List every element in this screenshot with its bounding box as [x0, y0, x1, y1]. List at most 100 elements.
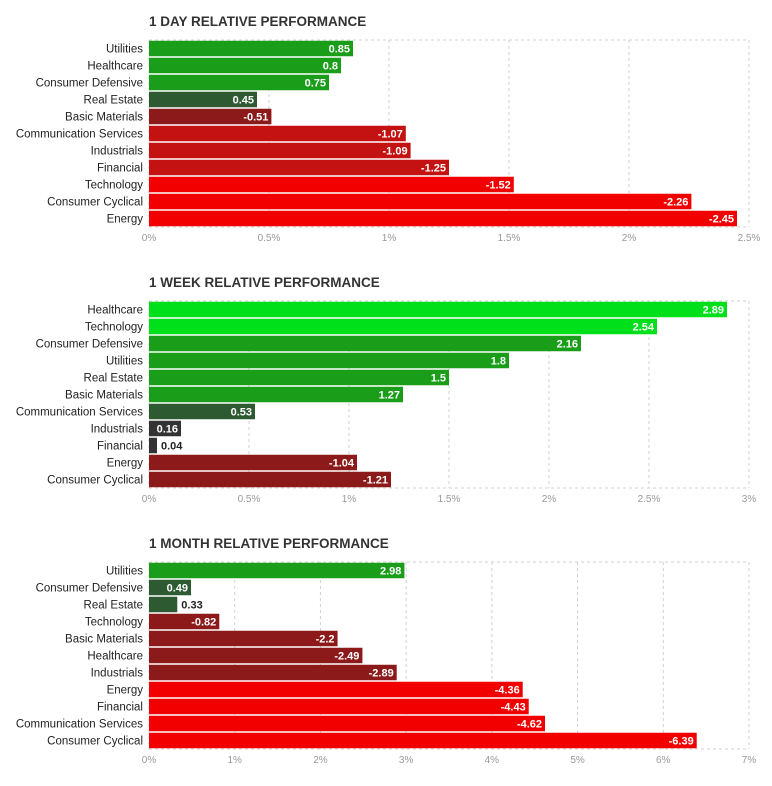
category-label: Utilities — [106, 44, 143, 56]
value-label: 0.45 — [233, 95, 254, 107]
value-label: -2.2 — [316, 634, 335, 646]
value-label: -1.25 — [421, 163, 446, 175]
value-label: 0.53 — [231, 407, 252, 419]
x-tick-label: 5% — [570, 755, 585, 766]
value-label: 2.89 — [703, 305, 724, 317]
category-label: Financial — [97, 441, 143, 453]
value-label: -0.82 — [191, 617, 216, 629]
bar — [149, 471, 391, 488]
category-label: Technology — [85, 617, 143, 629]
category-label: Industrials — [91, 424, 144, 436]
chart-title: 1 WEEK RELATIVE PERFORMANCE — [149, 275, 380, 290]
x-tick-label: 2% — [542, 494, 557, 505]
value-label: -2.89 — [369, 668, 394, 680]
bar — [149, 125, 406, 142]
x-tick-label: 1.5% — [498, 233, 521, 244]
x-tick-label: 1% — [227, 755, 242, 766]
value-label: 0.8 — [323, 61, 338, 73]
value-label: 1.27 — [379, 390, 400, 402]
value-label: -2.49 — [334, 651, 359, 663]
x-tick-label: 1% — [342, 494, 357, 505]
category-label: Industrials — [91, 668, 144, 680]
bar — [149, 613, 220, 630]
bar — [149, 176, 514, 193]
value-label: 2.54 — [633, 322, 655, 334]
category-label: Basic Materials — [65, 390, 143, 402]
bar — [149, 732, 697, 749]
value-label: 0.85 — [329, 44, 350, 56]
value-label: 1.8 — [491, 356, 506, 368]
value-label: -4.62 — [517, 719, 542, 731]
category-label: Basic Materials — [65, 634, 143, 646]
chart-title: 1 MONTH RELATIVE PERFORMANCE — [149, 536, 389, 551]
value-label: -2.45 — [709, 214, 734, 226]
value-label: -4.36 — [495, 685, 520, 697]
category-label: Real Estate — [84, 373, 143, 385]
category-label: Utilities — [106, 356, 143, 368]
bar — [149, 301, 727, 318]
value-label: 0.75 — [305, 78, 326, 90]
category-label: Consumer Defensive — [36, 339, 143, 351]
x-tick-label: 3% — [399, 755, 414, 766]
category-label: Financial — [97, 702, 143, 714]
x-tick-label: 4% — [485, 755, 500, 766]
bar — [149, 579, 191, 596]
category-label: Communication Services — [16, 129, 143, 141]
bar — [149, 74, 329, 91]
value-label: 0.33 — [181, 600, 202, 612]
bar — [149, 318, 657, 335]
x-tick-label: 1% — [382, 233, 397, 244]
bar — [149, 57, 341, 74]
category-label: Energy — [107, 214, 144, 226]
value-label: 2.98 — [380, 566, 401, 578]
bar — [149, 698, 529, 715]
x-tick-label: 3% — [742, 494, 757, 505]
bar — [149, 681, 523, 698]
value-label: -1.52 — [486, 180, 511, 192]
category-label: Consumer Defensive — [36, 583, 143, 595]
category-label: Basic Materials — [65, 112, 143, 124]
value-label: -2.26 — [663, 197, 688, 209]
bar — [149, 352, 509, 369]
bar — [149, 335, 581, 352]
category-label: Energy — [107, 458, 144, 470]
category-label: Healthcare — [87, 305, 143, 317]
chart-panel-3: 1 MONTH RELATIVE PERFORMANCE 0% 1% 2% 3% 4% 5%… — [16, 536, 757, 766]
category-label: Consumer Cyclical — [47, 475, 143, 487]
category-label: Industrials — [91, 146, 144, 158]
value-label: 0.49 — [167, 583, 188, 595]
bar — [149, 108, 272, 125]
value-label: 0.04 — [161, 441, 183, 453]
x-tick-label: 1.5% — [438, 494, 461, 505]
category-label: Consumer Cyclical — [47, 736, 143, 748]
bar — [149, 210, 737, 227]
value-label: -6.39 — [669, 736, 694, 748]
bar — [149, 562, 405, 579]
value-label: 1.5 — [431, 373, 446, 385]
value-label: -1.09 — [383, 146, 408, 158]
x-tick-label: 2.5% — [638, 494, 661, 505]
value-label: -0.51 — [243, 112, 268, 124]
bar — [149, 193, 692, 210]
category-label: Real Estate — [84, 600, 143, 612]
x-tick-label: 7% — [742, 755, 757, 766]
value-label: 0.16 — [157, 424, 178, 436]
category-label: Financial — [97, 163, 143, 175]
bar — [149, 454, 357, 471]
bar — [149, 142, 411, 159]
value-label: 2.16 — [557, 339, 578, 351]
bar — [149, 630, 338, 647]
bar — [149, 437, 157, 454]
x-tick-label: 6% — [656, 755, 671, 766]
bar — [149, 647, 363, 664]
x-tick-label: 0% — [142, 233, 157, 244]
value-label: -1.07 — [378, 129, 403, 141]
bar — [149, 664, 397, 681]
value-label: -1.21 — [363, 475, 388, 487]
bar — [149, 91, 257, 108]
chart-panel-2: 1 WEEK RELATIVE PERFORMANCE 0% 0.5% 1% 1.5% 2… — [16, 275, 757, 505]
category-label: Energy — [107, 685, 144, 697]
x-tick-label: 0.5% — [238, 494, 261, 505]
bar — [149, 420, 181, 437]
